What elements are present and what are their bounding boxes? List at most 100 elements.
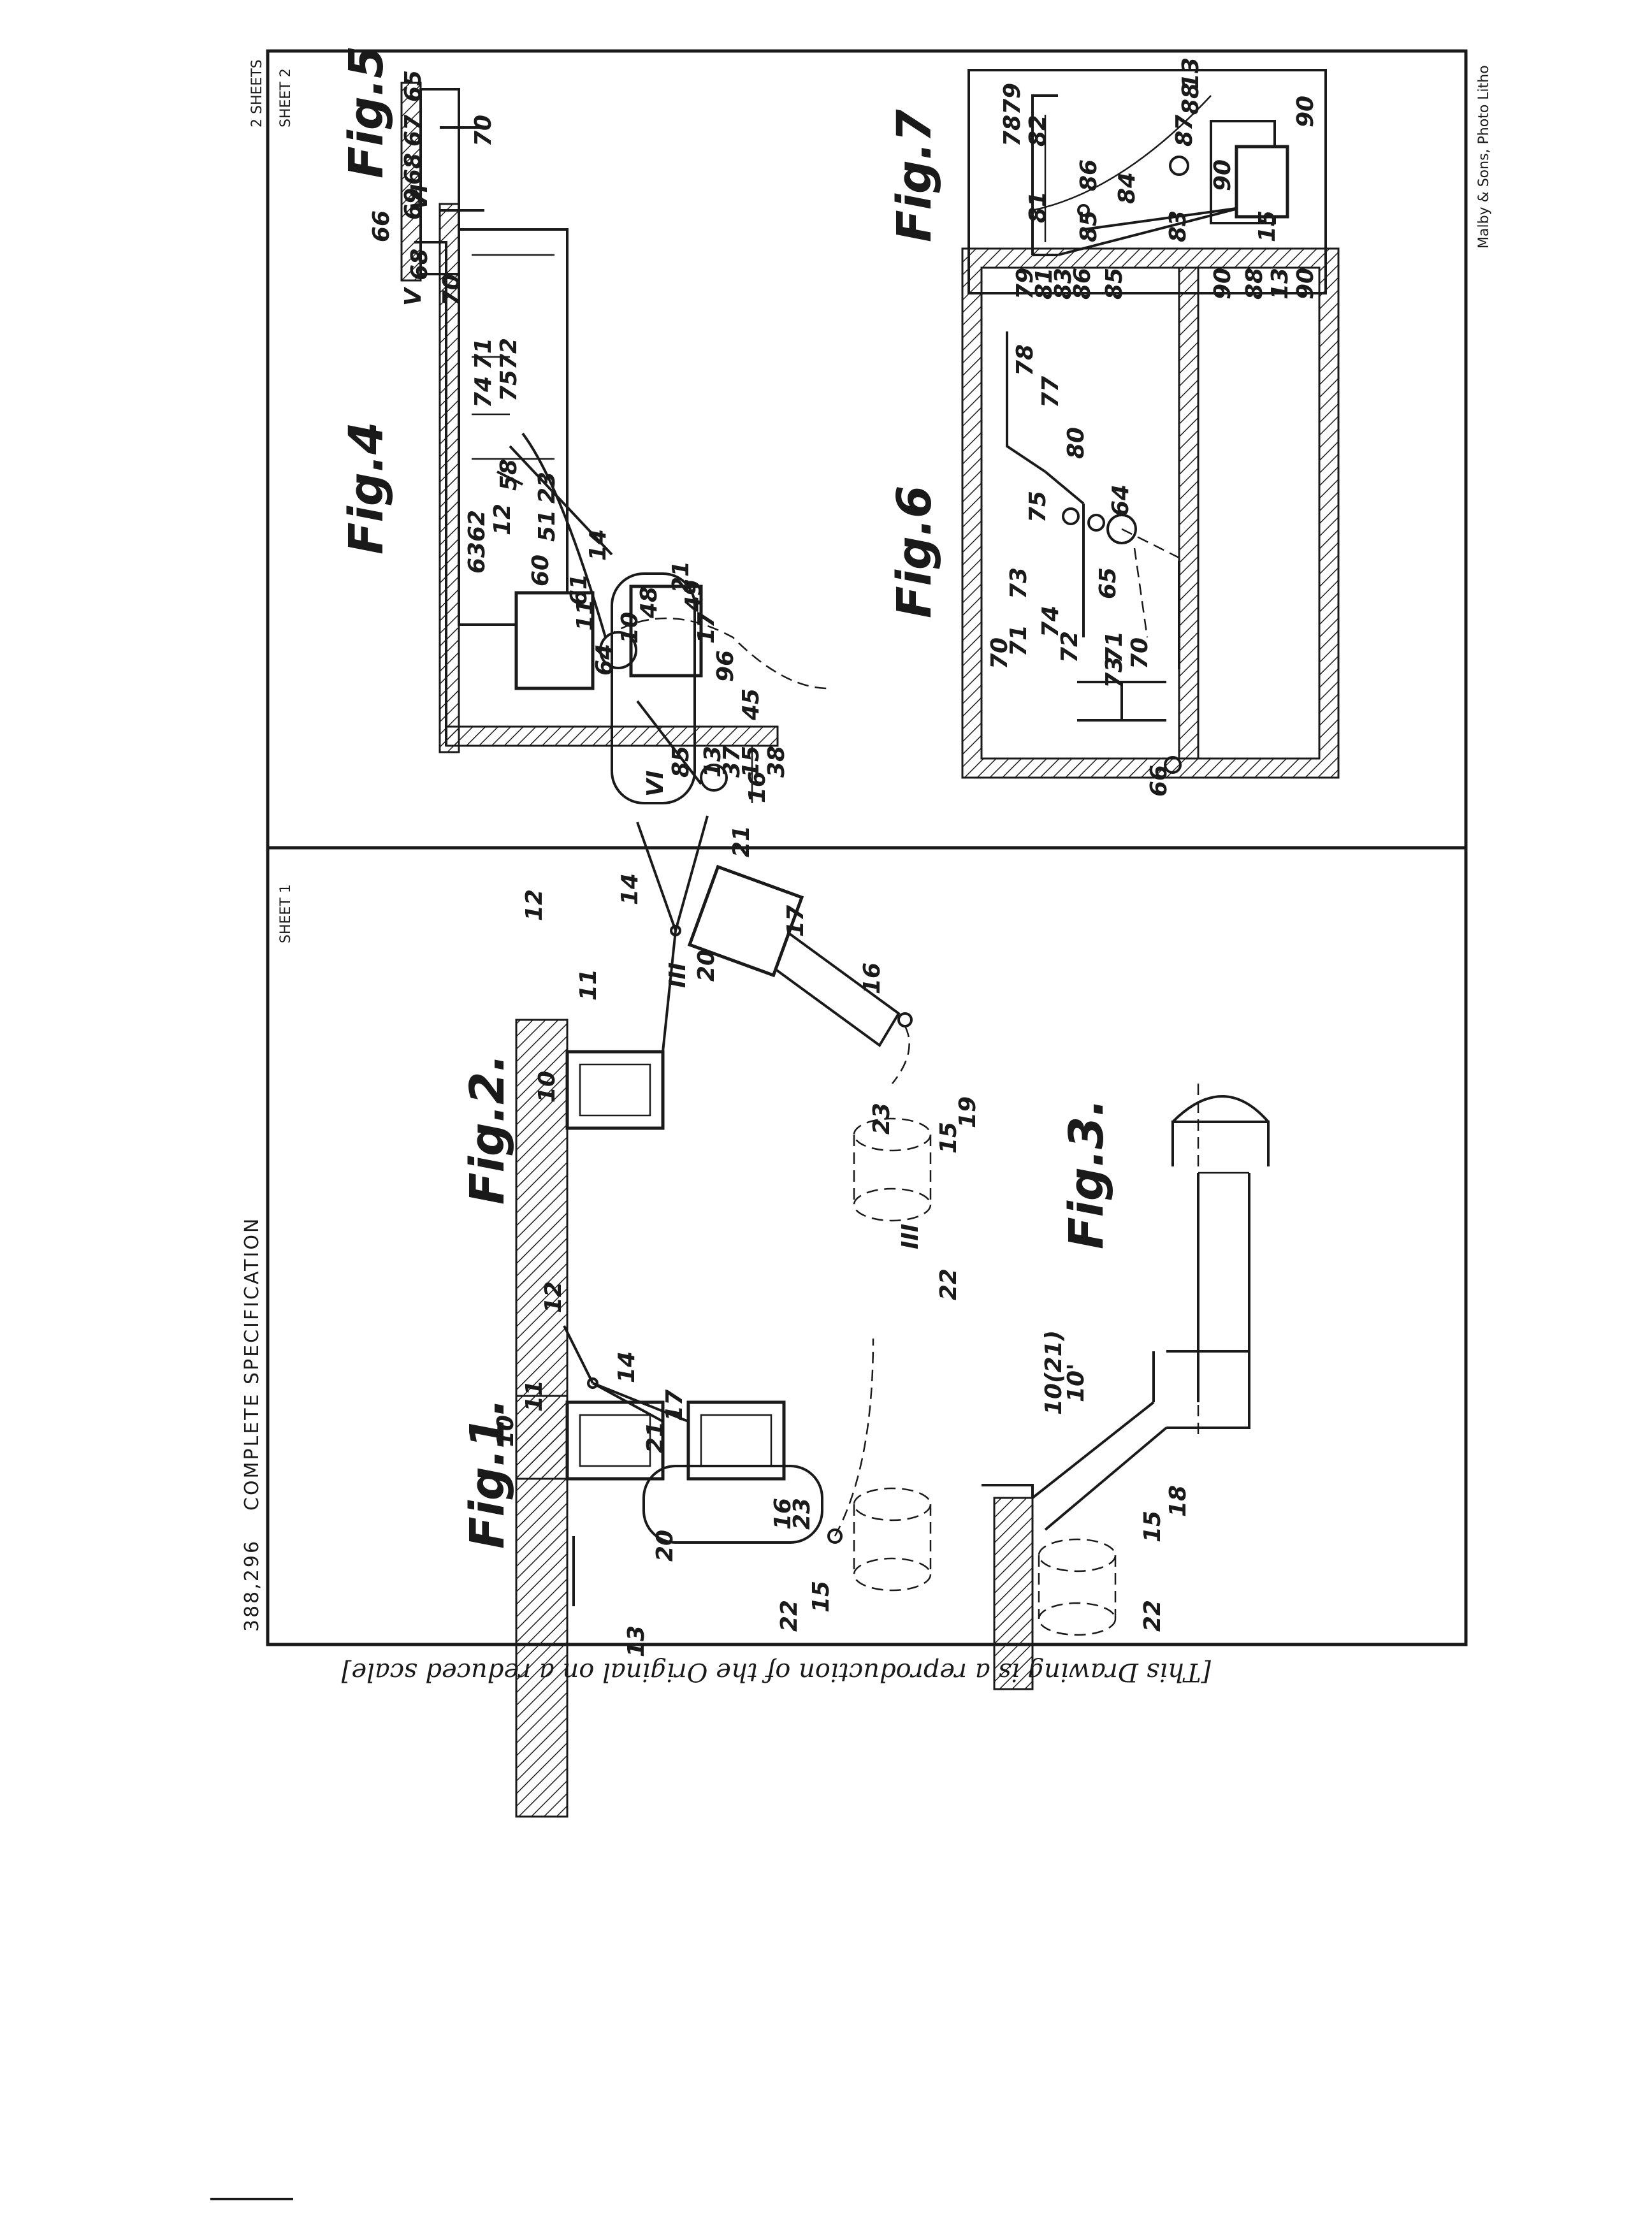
fig4-label-38: 38 xyxy=(764,746,790,778)
fig1-label-21: 21 xyxy=(642,1421,669,1453)
fig2-label-20: 20 xyxy=(693,950,720,982)
fig3-title: Fig.3. xyxy=(1059,1098,1114,1249)
fig5-label-70: 70 xyxy=(470,115,496,147)
fig6-label-86: 86 xyxy=(1069,268,1096,300)
fig4-label-V: V xyxy=(400,286,426,306)
fig4-label-71: 71 xyxy=(470,338,496,370)
fig4-label-23: 23 xyxy=(534,472,560,504)
fig6-label-64: 64 xyxy=(1108,484,1134,516)
fig6-label-88: 88 xyxy=(1242,268,1268,300)
fig7-label-15: 15 xyxy=(1254,210,1280,242)
sheets-total-label: 2 SHEETS xyxy=(249,59,265,127)
fig3-label-15: 15 xyxy=(1140,1511,1166,1543)
fig1-label-20: 20 xyxy=(652,1530,678,1562)
fig1-label-13: 13 xyxy=(623,1625,649,1657)
fig6-label-78: 78 xyxy=(1012,344,1038,376)
fig3-label-10-prime: 10' xyxy=(1063,1363,1089,1402)
fig2-label-21: 21 xyxy=(728,825,755,857)
fig7-label-85: 85 xyxy=(1076,210,1102,242)
fig4-label-VI-bottom: VI xyxy=(642,771,669,797)
figure-2: Fig.2. 10 11 12 14 III 20 21 17 16 23 II… xyxy=(460,816,962,1479)
fig7-label-90b: 90 xyxy=(1293,96,1319,127)
fig6-label-90b: 90 xyxy=(1293,268,1319,300)
fig5-label-65: 65 xyxy=(400,70,426,102)
fig6-label-77: 77 xyxy=(1038,376,1064,408)
fig2-label-11: 11 xyxy=(576,969,602,1001)
fig2-label-III-bottom: III xyxy=(897,1224,924,1249)
fig5-label-67: 67 xyxy=(400,115,426,147)
fig6-label-66: 66 xyxy=(1146,765,1172,797)
fig2-label-16: 16 xyxy=(859,962,885,994)
fig6-label-71b: 71 xyxy=(1101,631,1127,663)
fig7-title: Fig.7 xyxy=(887,109,942,242)
fig7-label-90a: 90 xyxy=(1210,159,1236,191)
fig2-title: Fig.2. xyxy=(460,1054,515,1205)
fig2-label-17: 17 xyxy=(783,905,809,937)
fig3-label-22: 22 xyxy=(1140,1600,1166,1632)
fig3-label-18: 18 xyxy=(1165,1485,1191,1517)
reproduction-note: [This Drawing is a reproduction of the O… xyxy=(341,1657,1211,1687)
fig5-labels: 65 67 68 69 70 xyxy=(400,70,496,220)
spec-number: 388,296 xyxy=(241,1539,263,1632)
printer-credit: Malby & Sons, Photo Litho xyxy=(1476,65,1492,249)
fig4-label-11: 11 xyxy=(572,599,598,631)
sheet-2-label: SHEET 2 xyxy=(278,68,294,127)
fig6-label-73a: 73 xyxy=(1006,567,1032,599)
figure-5: Fig.5 65 67 68 69 70 xyxy=(339,46,496,281)
figure-3: Fig.3. 10(21) 10' 18 15 22 19 xyxy=(955,1084,1268,1689)
fig6-label-75: 75 xyxy=(1025,491,1051,523)
sheet-1-label: SHEET 1 xyxy=(278,884,294,943)
fig2-label-III-top: III xyxy=(665,962,691,988)
fig7-label-86: 86 xyxy=(1076,159,1102,191)
fig4-label-62: 62 xyxy=(464,510,490,542)
fig4-label-64: 64 xyxy=(591,644,618,676)
fig2-label-22: 22 xyxy=(936,1268,962,1300)
figure-6: Fig.6 79 81 83 86 85 78 77 80 64 75 65 7… xyxy=(887,249,1338,797)
fig5-label-69: 69 xyxy=(400,188,426,220)
fig6-label-80: 80 xyxy=(1063,427,1089,459)
fig1-label-23: 23 xyxy=(789,1498,815,1530)
fig4-label-96: 96 xyxy=(713,650,739,682)
fig6-label-65: 65 xyxy=(1095,567,1121,599)
fig4-labels: V 68 70 66 VI 71 72 75 74 58 62 63 12 60… xyxy=(368,184,790,803)
fig4-label-48: 48 xyxy=(636,586,662,619)
fig2-label-23: 23 xyxy=(869,1103,895,1135)
fig6-label-13: 13 xyxy=(1267,268,1293,300)
fig4-label-51: 51 xyxy=(534,510,560,542)
fig2-label-10: 10 xyxy=(534,1071,560,1103)
fig6-label-70a: 70 xyxy=(987,637,1013,669)
fig6-label-72: 72 xyxy=(1057,631,1083,663)
fig4-label-12: 12 xyxy=(489,504,516,535)
fig5-label-68: 68 xyxy=(400,153,426,185)
fig6-title: Fig.6 xyxy=(887,486,942,619)
fig2-label-14: 14 xyxy=(617,873,643,905)
fig3-label-19: 19 xyxy=(955,1096,981,1128)
fig7-label-13: 13 xyxy=(1178,57,1204,89)
fig4-label-85: 85 xyxy=(668,746,694,778)
fig4-label-70: 70 xyxy=(438,274,465,306)
fig7-label-79: 79 xyxy=(999,83,1025,115)
fig7-label-83: 83 xyxy=(1165,210,1191,242)
fig7-label-87: 87 xyxy=(1171,115,1198,147)
fig4-label-75: 75 xyxy=(496,370,522,402)
fig1-label-10: 10 xyxy=(493,1415,519,1447)
fig4-label-17: 17 xyxy=(693,612,720,644)
fig4-label-72: 72 xyxy=(496,338,522,370)
fig4-label-45: 45 xyxy=(738,688,764,721)
fig4-label-66: 66 xyxy=(368,210,395,242)
fig7-label-82: 82 xyxy=(1025,115,1051,147)
fig4-label-15: 15 xyxy=(738,746,764,778)
spec-title: COMPLETE SPECIFICATION xyxy=(241,1217,263,1511)
fig4-label-74: 74 xyxy=(470,376,496,408)
fig1-label-15: 15 xyxy=(808,1581,834,1613)
fig2-label-12: 12 xyxy=(521,889,547,921)
fig6-label-85: 85 xyxy=(1101,268,1127,300)
fig4-label-60: 60 xyxy=(528,555,554,586)
fig5-title: Fig.5 xyxy=(339,46,394,179)
fig6-label-70b: 70 xyxy=(1127,637,1153,669)
fig7-label-84: 84 xyxy=(1114,172,1140,204)
fig7-label-81: 81 xyxy=(1025,191,1051,223)
fig1-label-17: 17 xyxy=(662,1390,688,1421)
fig4-label-63: 63 xyxy=(464,542,490,574)
fig7-label-78: 78 xyxy=(999,115,1025,147)
